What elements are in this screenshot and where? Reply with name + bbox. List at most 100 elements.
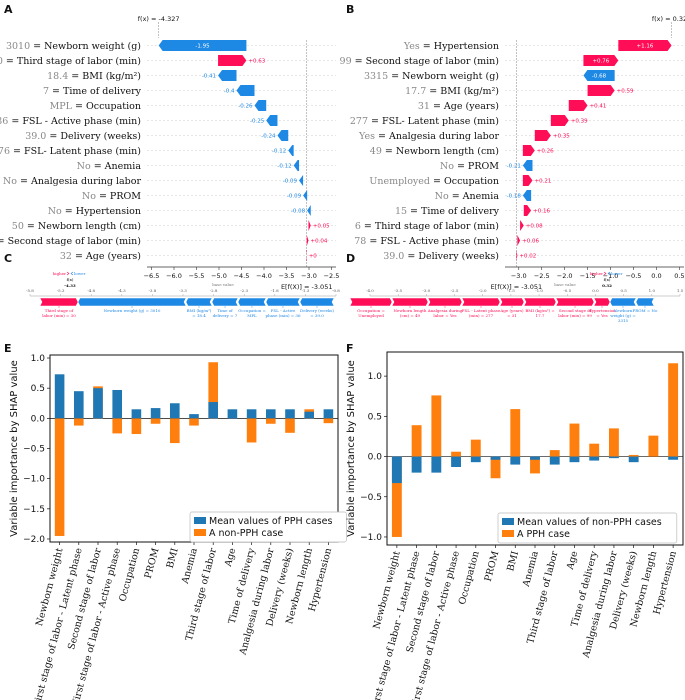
feature-value: 17.7 <box>405 86 426 97</box>
y-tick-label: −1.0 <box>23 475 45 485</box>
feature-name: = Second stage of labor (min) <box>0 236 141 247</box>
y-tick-label: 0.0 <box>31 414 46 424</box>
series-2-bar <box>470 439 481 457</box>
panel-label-b: B <box>346 3 354 16</box>
x-tick-label: −6.5 <box>144 272 160 280</box>
force-feature-label: Analgesia during <box>427 308 463 313</box>
shap-value-label: +0.41 <box>590 104 607 110</box>
feature-label: 49 = Newborn length (cm) <box>370 146 499 157</box>
feature-value: 39.0 <box>25 131 46 142</box>
shap-value-label: -0.26 <box>238 104 253 110</box>
series-2-bar <box>569 423 580 457</box>
feature-label: Yes = Hypertension <box>403 41 499 52</box>
feature-label: 15 = Time of delivery <box>395 206 500 217</box>
series-1-bar <box>490 456 501 460</box>
series-2-bar <box>74 418 84 426</box>
series-2-bar <box>246 418 257 443</box>
fx-label: f(x) = 0.323 <box>652 15 685 23</box>
x-tick-label: −5.0 <box>211 272 227 280</box>
positive-shap-bar <box>587 85 615 96</box>
feature-value: 31 <box>418 101 430 112</box>
y-tick-label: −1.0 <box>360 533 382 543</box>
x-tick-label: −3.0 <box>301 272 317 280</box>
series-2-bar <box>628 454 639 457</box>
category-label: Age <box>565 550 581 572</box>
force-tick-label: -1.3 <box>302 288 310 293</box>
legend-entry: A non-PPH case <box>209 528 283 539</box>
shap-value-label: +0.39 <box>571 119 588 125</box>
feature-value: Yes <box>403 41 420 52</box>
series-1-bar <box>549 456 560 465</box>
y-tick-label: −2.0 <box>23 535 45 545</box>
series-2-bar <box>451 451 461 457</box>
lower-arrow-icon <box>70 271 74 276</box>
x-tick-label: −1.5 <box>580 272 596 280</box>
negative-shap-bar <box>583 70 615 81</box>
category-label: Anemia <box>521 550 541 589</box>
feature-name: = BMI (kg/m²) <box>426 86 499 97</box>
feature-name: = Newborn length (cm) <box>24 221 141 232</box>
base-value-label: base value <box>212 282 234 287</box>
force-feature-label: = 18.4 <box>192 313 206 318</box>
force-tick-label: 0.5 <box>620 288 627 293</box>
force-feature-label: labor (min) = 99 <box>558 313 592 318</box>
category-label: Anemia <box>180 547 200 586</box>
feature-label: 176 = FSL- Latent phase (min) <box>0 146 141 157</box>
feature-label: Unemployed = Occupation <box>369 176 499 187</box>
shap-value-label: -0.41 <box>202 74 216 80</box>
feature-value: 49 <box>370 146 382 157</box>
shap-value-label: +0.63 <box>248 59 265 65</box>
red-force-segment <box>593 297 611 307</box>
force-tick-label: -3.3 <box>179 288 187 293</box>
red-force-segment <box>555 297 595 307</box>
blue-force-segment <box>211 297 239 307</box>
force-tick-label: -2.5 <box>451 288 459 293</box>
force-feature-label: Newborn length <box>394 308 427 313</box>
force-tick-label: 0.0 <box>592 288 599 293</box>
y-axis-label: Variable importance by SHAP value <box>9 360 20 537</box>
force-feature-label: Third stage of <box>45 308 74 313</box>
force-feature-label: 17.7 <box>536 313 545 318</box>
shap-value-label: +0.21 <box>534 179 551 185</box>
feature-label: 36 = FSL - Active phase (min) <box>0 116 141 127</box>
positive-shap-bar <box>517 235 521 246</box>
series-1-bar <box>668 456 679 460</box>
feature-label: MPL = Occupation <box>50 101 141 112</box>
red-force-segment <box>391 297 429 307</box>
feature-name: = Newborn length (cm) <box>382 146 499 157</box>
feature-name: = Anemia <box>91 161 142 172</box>
series-1-bar <box>431 456 442 473</box>
series-2-bar <box>150 418 161 424</box>
force-tick-label: -5.3 <box>57 288 65 293</box>
series-1-bar <box>112 389 122 419</box>
red-force-segment <box>523 297 557 307</box>
series-1-bar <box>304 411 314 419</box>
feature-name: = PROM <box>454 161 499 172</box>
series-2-bar <box>208 362 218 419</box>
feature-label: 3010 = Newborn weight (g) <box>6 41 141 52</box>
force-feature-label: = 39.0 <box>310 313 324 318</box>
negative-shap-bar <box>266 115 278 126</box>
series-1-bar <box>131 409 142 419</box>
feature-value: 39.0 <box>383 251 404 262</box>
series-2-bar <box>131 418 142 435</box>
force-tick-label: -3.8 <box>149 288 157 293</box>
series-2-bar <box>668 363 679 457</box>
series-2-bar <box>589 443 600 457</box>
series-1-bar <box>150 408 161 419</box>
shap-value-label: +0.76 <box>592 59 609 65</box>
shap-value-label: +0 <box>309 254 318 260</box>
shap-value-label: +0.35 <box>553 134 570 140</box>
feature-label: 32 = Age (years) <box>60 251 141 262</box>
feature-name: = Hypertension <box>420 41 499 52</box>
category-label: PROM <box>143 547 162 580</box>
category-label: Age <box>223 547 239 569</box>
feature-label: No = Hypertension <box>48 206 141 217</box>
panel-a-waterfall: f(x) = -4.327 E[f(X)] = -3.051 3010 = Newb… <box>0 15 339 291</box>
legend-lower: lower <box>74 271 85 276</box>
panel-b-waterfall: f(x) = 0.323 E[f(X)] = -3.051 Yes = Hypert… <box>340 15 685 291</box>
panel-label-a: A <box>4 3 13 16</box>
feature-name: = Analgesia during labor <box>17 176 141 187</box>
